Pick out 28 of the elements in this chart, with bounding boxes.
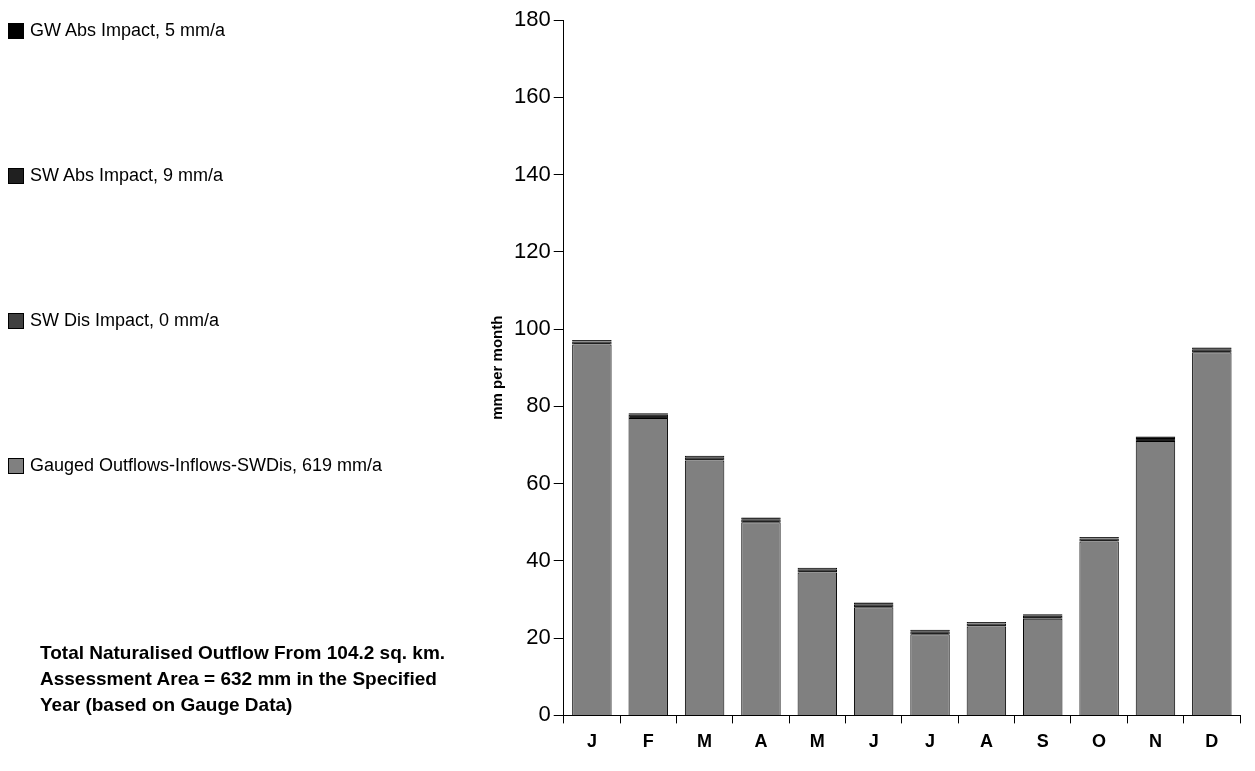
- legend-label: SW Abs Impact, 9 mm/a: [30, 165, 224, 186]
- x-tick-label: O: [1092, 731, 1107, 752]
- x-tick-label: J: [925, 731, 936, 752]
- y-tick-label: 80: [526, 392, 551, 418]
- y-tick-label: 60: [526, 469, 551, 495]
- y-tick-label: 140: [513, 160, 551, 186]
- x-tick-label: F: [642, 731, 654, 752]
- y-axis-title: mm per month: [488, 315, 506, 420]
- y-tick-label: 160: [513, 83, 551, 109]
- x-tick-label: J: [586, 731, 597, 752]
- x-tick-label: N: [1148, 731, 1162, 752]
- legend-label: GW Abs Impact, 5 mm/a: [30, 20, 226, 41]
- x-tick-label: J: [868, 731, 879, 752]
- x-tick-label: M: [809, 731, 825, 752]
- x-tick-label: D: [1205, 731, 1219, 752]
- text: Total Naturalised Outflow From 104.2 sq. km. Assessment Area = 632 mm in the Specified Year (based on Gauge Data): [40, 641, 447, 717]
- y-tick-label: 0: [538, 701, 551, 727]
- y-tick-label: 100: [513, 315, 551, 341]
- y-tick-label: 120: [513, 237, 551, 263]
- x-tick-label: A: [754, 731, 768, 752]
- y-tick-label: 180: [513, 6, 551, 32]
- x-tick-label: A: [979, 731, 993, 752]
- legend-label: SW Dis Impact, 0 mm/a: [30, 310, 220, 331]
- x-tick-label: S: [1036, 731, 1049, 752]
- y-tick-label: 40: [526, 546, 551, 572]
- y-tick-label: 20: [526, 624, 551, 650]
- legend-label: Gauged Outflows-Inflows-SWDis, 619 mm/a: [30, 455, 383, 476]
- x-tick-label: M: [697, 731, 713, 752]
